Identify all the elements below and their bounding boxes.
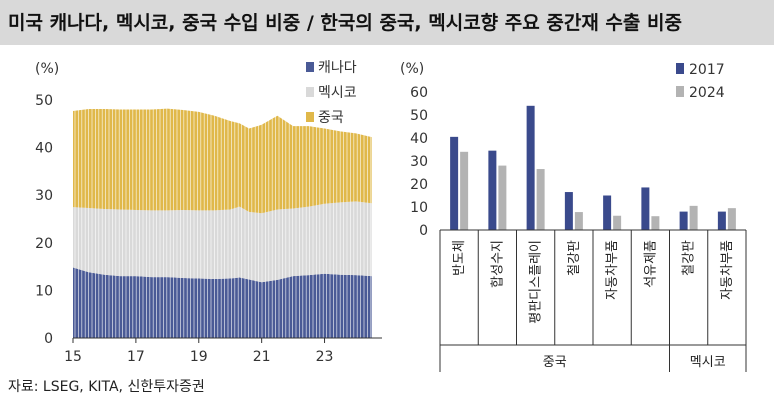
bar-2017-1 [450,136,459,230]
y-axis-label: (%) [35,61,59,77]
bar-2017-3 [526,105,535,230]
legend-label-2: 멕시코 [318,85,357,101]
bar-2017-4 [564,192,573,230]
y-tick-label: 0 [44,331,53,347]
category-label-7: 철강판 [682,240,697,276]
category-label-3: 평판디스플레이 [529,240,544,324]
y-tick-label: 10 [410,200,428,216]
bar-2024-8 [727,208,736,230]
bar-2024-3 [536,169,545,230]
legend-label-1: 캐나다 [318,60,357,76]
bar-2024-7 [689,205,698,230]
title-bar [0,0,774,45]
area-series-1 [73,267,372,338]
y-tick-label: 10 [35,283,53,299]
category-label-4: 철강판 [567,240,582,276]
y-tick-label: 20 [35,236,53,252]
y-tick-label: 20 [410,177,428,193]
y-tick-label: 30 [35,188,53,204]
area-series-2 [73,201,372,283]
category-label-1: 반도체 [452,240,467,276]
bar-2024-6 [651,216,660,230]
category-label-6: 석유제품 [643,240,658,288]
legend-swatch-2 [306,87,314,97]
x-tick-label: 21 [253,349,271,365]
bar-2024-4 [574,212,583,230]
legend-label-3: 중국 [318,110,344,126]
y-tick-label: 50 [35,93,53,109]
area-series-3 [73,108,372,214]
category-label-5: 자동차부품 [605,240,620,300]
y-tick-label: 40 [410,131,428,147]
category-label-8: 자동차부품 [720,240,735,300]
group-label-2: 멕시코 [690,355,726,370]
legend-swatch-2017 [676,63,684,74]
y-axis-label: (%) [400,61,424,77]
bar-2024-5 [613,215,622,230]
y-tick-label: 30 [410,154,428,170]
bar-2024-1 [460,151,469,230]
x-tick-label: 15 [64,349,82,365]
bar-2017-7 [679,211,688,230]
bar-texture [74,94,378,338]
legend-swatch-1 [306,62,314,72]
legend-label-2017: 2017 [689,62,725,78]
y-tick-label: 50 [410,108,428,124]
group-label-1: 중국 [543,355,567,370]
bar-2017-5 [603,195,612,230]
chart-title: 미국 캐나다, 멕시코, 중국 수입 비중 / 한국의 중국, 멕시코향 주요 … [8,12,682,34]
y-tick-label: 40 [35,141,53,157]
x-tick-label: 23 [316,349,334,365]
legend-label-2024: 2024 [689,85,725,101]
x-tick-label: 19 [190,349,208,365]
category-label-2: 합성수지 [490,240,505,288]
bar-2024-2 [498,165,507,230]
bar-2017-8 [717,211,726,230]
source-note: 자료: LSEG, KITA, 신한투자증권 [8,379,205,395]
y-tick-label: 60 [410,85,428,101]
y-tick-label: 0 [419,223,428,239]
bar-2017-2 [488,150,497,230]
legend-swatch-3 [306,112,314,122]
x-tick-label: 17 [127,349,145,365]
bar-2017-6 [641,187,650,230]
legend-swatch-2024 [676,86,684,97]
